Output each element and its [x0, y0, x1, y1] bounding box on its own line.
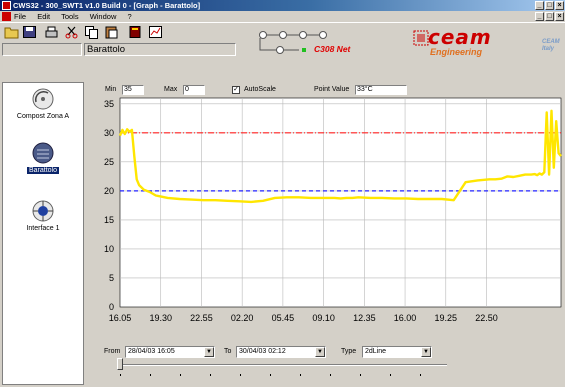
sidebar-item-interface-1[interactable]: Interface 1 — [3, 199, 83, 232]
x-tick-label: 16.05 — [109, 313, 132, 323]
x-tick-label: 12.35 — [353, 313, 376, 323]
y-tick-label: 5 — [109, 273, 114, 283]
x-tick-label: 22.55 — [190, 313, 213, 323]
y-tick-label: 10 — [104, 244, 114, 254]
sidebar-item-compost-zona-a[interactable]: Compost Zona A — [3, 87, 83, 120]
x-tick-label: 16.00 — [394, 313, 417, 323]
autoscale-label: AutoScale — [244, 86, 276, 93]
network-device-icon — [259, 31, 327, 54]
sidebar-item-label: Compost Zona A — [16, 113, 70, 120]
temperature-chart[interactable]: 0 5 10 15 20 25 30 35 16.05 19.30 22.55 02.20 05.45 0… — [87, 82, 565, 340]
sidebar-item-label: Interface 1 — [26, 225, 60, 232]
save-icon[interactable] — [22, 25, 37, 39]
y-tick-label: 30 — [104, 128, 114, 138]
x-tick-label: 19.30 — [149, 313, 172, 323]
slider-tick — [270, 374, 271, 376]
slider-tick — [390, 374, 391, 376]
x-tick-label: 09.10 — [312, 313, 335, 323]
y-tick-label: 25 — [104, 157, 114, 167]
slider-tick — [300, 374, 301, 376]
device-label: C308 Net — [314, 44, 351, 54]
copy-icon[interactable] — [84, 25, 99, 39]
menu-window[interactable]: Window — [89, 12, 117, 21]
menu-file[interactable]: File — [14, 12, 27, 21]
slider-tick — [180, 374, 181, 376]
slider-tick — [150, 374, 151, 376]
folder-open-icon[interactable] — [4, 25, 19, 39]
temperature-series-line — [118, 109, 562, 204]
y-tick-label: 20 — [104, 186, 114, 196]
paste-icon[interactable] — [104, 25, 119, 39]
point-value-field: 33°C — [355, 85, 407, 95]
y-tick-label: 0 — [109, 302, 114, 312]
sidebar-item-barattolo[interactable]: Barattolo — [3, 141, 83, 174]
window-titlebar: CWS32 - 300_SWT1 v1.0 Build 0 - [Graph -… — [0, 0, 565, 11]
current-name-field: Barattolo — [84, 43, 236, 56]
type-value: 2dLine — [365, 348, 387, 355]
menu-bar: File Edit Tools Window ? _ □ × — [0, 11, 565, 22]
type-label: Type — [341, 348, 357, 355]
x-tick-label: 02.20 — [231, 313, 254, 323]
compost-bin-icon — [32, 142, 54, 164]
from-label: From — [104, 348, 121, 355]
time-slider-track[interactable] — [117, 364, 447, 366]
mdi-minimize-button[interactable]: _ — [535, 12, 544, 21]
mdi-window-icon[interactable] — [2, 12, 11, 21]
max-value-field: 0 — [183, 85, 205, 95]
to-label: To — [224, 348, 232, 355]
cut-icon[interactable] — [64, 25, 79, 39]
to-date-select[interactable]: 30/04/03 02:12 ▼ — [236, 346, 326, 358]
ceam-logo-subtitle: Engineering — [430, 47, 483, 57]
toolbar: Barattolo C308 Net ceam Engineering CEAM… — [0, 22, 565, 64]
time-slider-thumb[interactable] — [117, 358, 123, 370]
slider-tick — [330, 374, 331, 376]
ceam-brand-text: CEAM Italy — [542, 39, 560, 52]
type-select[interactable]: 2dLine ▼ — [362, 346, 432, 358]
menu-tools[interactable]: Tools — [61, 12, 79, 21]
status-field — [2, 43, 82, 56]
y-tick-label: 15 — [104, 215, 114, 225]
maximize-button[interactable]: □ — [545, 1, 554, 10]
x-tick-label: 22.50 — [475, 313, 498, 323]
menu-help[interactable]: ? — [127, 12, 132, 21]
max-label: Max — [164, 86, 178, 93]
satellite-dish-icon — [32, 88, 54, 110]
chart-icon[interactable] — [148, 25, 163, 39]
minimize-button[interactable]: _ — [535, 1, 544, 10]
plot-area — [119, 97, 562, 308]
network-interface-icon — [32, 200, 54, 222]
mdi-restore-button[interactable]: □ — [545, 12, 554, 21]
chevron-down-icon[interactable]: ▼ — [204, 347, 214, 357]
book-icon[interactable] — [128, 25, 143, 39]
from-date-value: 28/04/03 16:05 — [128, 348, 175, 355]
close-button[interactable]: × — [555, 1, 564, 10]
ceam-logo-graphic — [413, 30, 429, 46]
print-icon[interactable] — [44, 25, 59, 39]
chevron-down-icon[interactable]: ▼ — [421, 347, 431, 357]
slider-tick — [210, 374, 211, 376]
slider-tick — [240, 374, 241, 376]
app-icon — [2, 1, 11, 10]
ceam-logo: ceam — [428, 25, 492, 49]
sidebar-item-label: Barattolo — [26, 167, 60, 174]
menu-edit[interactable]: Edit — [37, 12, 51, 21]
slider-tick — [120, 374, 121, 376]
from-date-select[interactable]: 28/04/03 16:05 ▼ — [125, 346, 215, 358]
chevron-down-icon[interactable]: ▼ — [315, 347, 325, 357]
min-value-field: 35 — [122, 85, 144, 95]
window-title: CWS32 - 300_SWT1 v1.0 Build 0 - [Graph -… — [13, 1, 201, 10]
slider-tick — [360, 374, 361, 376]
min-label: Min — [105, 86, 117, 93]
point-value-label: Point Value — [314, 86, 350, 93]
x-tick-label: 05.45 — [272, 313, 295, 323]
sidebar: Compost Zona A Barattolo Interface 1 — [2, 82, 84, 385]
autoscale-checkbox[interactable]: ✓ — [232, 86, 240, 94]
mdi-close-button[interactable]: × — [555, 12, 564, 21]
x-tick-label: 19.25 — [435, 313, 458, 323]
slider-tick — [420, 374, 421, 376]
y-tick-label: 35 — [104, 99, 114, 109]
graph-panel: Min 35 Max 0 ✓ AutoScale Point Value 33°… — [87, 82, 565, 387]
to-date-value: 30/04/03 02:12 — [239, 348, 286, 355]
